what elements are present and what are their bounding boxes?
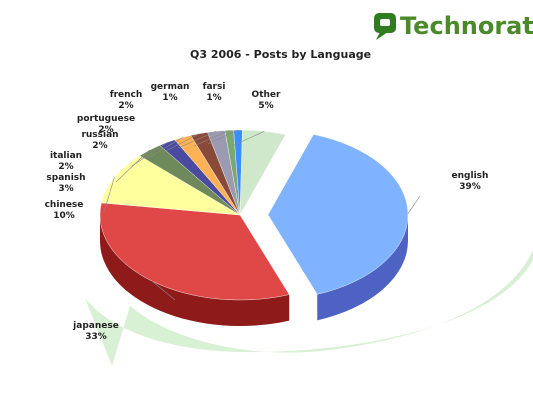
slice-value-other: 5%	[258, 101, 273, 111]
slice-value-german: 1%	[162, 93, 177, 103]
background-swirl	[40, 0, 533, 366]
leader-line-chinese	[103, 177, 115, 213]
chart-title: Q3 2006 - Posts by Language	[190, 48, 371, 61]
slice-value-chinese: 10%	[53, 211, 75, 221]
slice-value-spanish: 3%	[58, 184, 73, 194]
leader-line-italian	[131, 142, 168, 167]
leader-line-french	[177, 130, 217, 149]
leader-line-english	[407, 195, 421, 214]
slice-label-chinese: chinese	[45, 200, 84, 210]
leader-line-spanish	[115, 150, 150, 183]
slice-english	[267, 134, 409, 295]
slice-value-russian: 2%	[92, 141, 107, 151]
slice-label-italian: italian	[50, 151, 82, 161]
slice-label-spanish: spanish	[46, 173, 85, 183]
leader-line-german	[193, 129, 230, 147]
slice-value-japanese: 33%	[85, 332, 107, 342]
slice-label-portuguese: portuguese	[77, 114, 135, 124]
leader-line-farsi	[207, 129, 239, 145]
leader-line-other	[231, 131, 265, 147]
speech-bubble-icon	[374, 13, 396, 40]
slice-value-italian: 2%	[58, 162, 73, 172]
slice-label-english: english	[452, 171, 489, 181]
slice-label-german: german	[151, 82, 190, 92]
background-swirl-inner	[40, 0, 533, 88]
slice-label-french: french	[110, 90, 143, 100]
slice-value-french: 2%	[118, 101, 133, 111]
slice-side-english	[317, 214, 408, 321]
pie-slices	[99, 129, 409, 326]
technorati-logo: Technorati	[374, 12, 533, 40]
leader-line-japanese	[152, 281, 176, 301]
leader-line-russian	[147, 137, 183, 159]
brand-name: Technorati	[400, 12, 533, 40]
slice-label-japanese: japanese	[72, 321, 119, 331]
slice-label-other: Other	[252, 90, 281, 100]
slice-value-portuguese: 2%	[98, 125, 113, 135]
slice-label-farsi: farsi	[203, 82, 226, 92]
slice-value-farsi: 1%	[206, 93, 221, 103]
slice-side-japanese	[99, 215, 290, 326]
slice-label-russian: russian	[81, 130, 118, 140]
leader-line-portuguese	[163, 133, 200, 153]
leader-lines	[103, 129, 421, 301]
slice-value-english: 39%	[459, 182, 481, 192]
